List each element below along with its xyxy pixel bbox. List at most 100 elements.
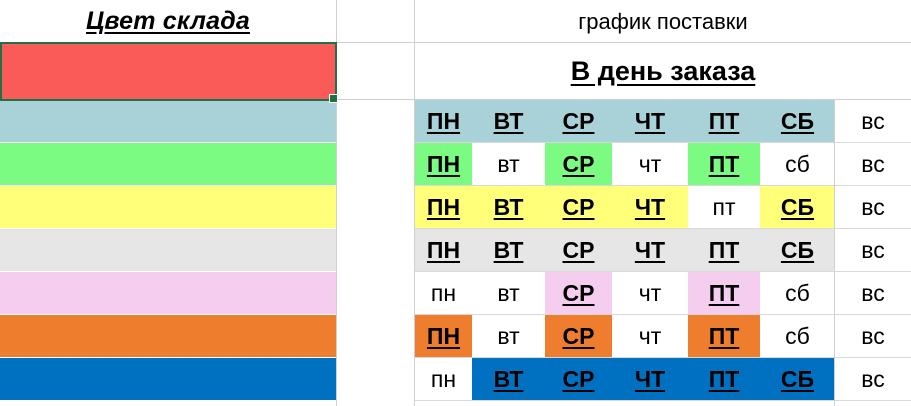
grid-line-horizontal bbox=[0, 42, 911, 43]
grid-line-horizontal bbox=[336, 99, 911, 100]
delivery-day-cell[interactable]: вс bbox=[835, 315, 911, 358]
delivery-day-cell[interactable]: СР bbox=[545, 143, 612, 186]
delivery-day-label: ПН bbox=[426, 236, 461, 263]
delivery-day-label: сб bbox=[785, 279, 810, 306]
delivery-day-cell[interactable]: вт bbox=[472, 315, 545, 358]
delivery-day-cell[interactable]: ПН bbox=[415, 100, 472, 143]
same-day-header: В день заказа bbox=[570, 56, 756, 86]
delivery-day-cell[interactable]: ВТ bbox=[472, 100, 545, 143]
delivery-day-cell[interactable]: ПТ bbox=[688, 100, 760, 143]
warehouse-color-swatch[interactable] bbox=[0, 229, 336, 272]
delivery-day-label: СР bbox=[562, 193, 595, 220]
delivery-day-label: ПН bbox=[426, 193, 461, 220]
warehouse-color-swatch[interactable] bbox=[0, 143, 336, 186]
selected-warehouse-swatch[interactable] bbox=[0, 43, 336, 100]
delivery-day-label: пн bbox=[430, 365, 457, 392]
delivery-day-label: ВТ bbox=[493, 236, 524, 263]
delivery-day-cell[interactable]: вс bbox=[835, 272, 911, 315]
delivery-day-cell[interactable]: СБ bbox=[760, 358, 835, 401]
delivery-day-label: СР bbox=[562, 279, 595, 306]
grid-line-vertical bbox=[336, 0, 337, 406]
delivery-day-cell[interactable]: сб bbox=[760, 143, 835, 186]
warehouse-color-swatch[interactable] bbox=[0, 358, 336, 401]
delivery-day-label: ПН bbox=[426, 107, 461, 134]
delivery-day-cell[interactable]: вс bbox=[835, 358, 911, 401]
delivery-day-label: пт bbox=[712, 193, 736, 220]
delivery-day-label: вс bbox=[861, 193, 885, 220]
delivery-day-cell[interactable]: ПТ bbox=[688, 272, 760, 315]
delivery-day-label: СБ bbox=[780, 365, 815, 392]
delivery-day-cell[interactable]: сб bbox=[760, 315, 835, 358]
delivery-day-cell[interactable]: чт bbox=[612, 143, 688, 186]
warehouse-color-swatch[interactable] bbox=[0, 100, 336, 143]
delivery-day-cell[interactable]: ЧТ bbox=[612, 186, 688, 229]
delivery-day-label: сб bbox=[785, 322, 810, 349]
delivery-day-label: пн bbox=[430, 279, 457, 306]
delivery-day-cell[interactable]: ПН bbox=[415, 229, 472, 272]
delivery-day-label: ЧТ bbox=[634, 236, 666, 263]
delivery-day-cell[interactable]: вт bbox=[472, 272, 545, 315]
delivery-day-label: СБ bbox=[780, 236, 815, 263]
delivery-day-cell[interactable]: вт bbox=[472, 143, 545, 186]
delivery-day-cell[interactable]: вс bbox=[835, 229, 911, 272]
grid-line-vertical bbox=[414, 0, 415, 406]
delivery-day-cell[interactable]: СР bbox=[545, 186, 612, 229]
warehouse-color-swatch[interactable] bbox=[0, 272, 336, 315]
delivery-day-label: вс bbox=[861, 279, 885, 306]
delivery-day-label: ПТ bbox=[708, 279, 740, 306]
delivery-day-cell[interactable]: СБ bbox=[760, 186, 835, 229]
delivery-day-cell[interactable]: пн bbox=[415, 358, 472, 401]
delivery-day-label: СБ bbox=[780, 107, 815, 134]
delivery-day-cell[interactable]: ПН bbox=[415, 143, 472, 186]
delivery-day-cell[interactable]: СР bbox=[545, 358, 612, 401]
delivery-day-cell[interactable]: ВТ bbox=[472, 229, 545, 272]
warehouse-color-swatch[interactable] bbox=[0, 186, 336, 229]
delivery-day-label: вс bbox=[861, 236, 885, 263]
delivery-day-cell[interactable]: ВТ bbox=[472, 358, 545, 401]
delivery-day-label: ПТ bbox=[708, 322, 740, 349]
delivery-day-cell[interactable]: ПТ bbox=[688, 315, 760, 358]
warehouse-color-swatch[interactable] bbox=[0, 315, 336, 358]
delivery-day-label: вс bbox=[861, 322, 885, 349]
delivery-day-cell[interactable]: ЧТ bbox=[612, 358, 688, 401]
delivery-day-cell[interactable]: СР bbox=[545, 272, 612, 315]
delivery-day-cell[interactable]: ПТ bbox=[688, 229, 760, 272]
delivery-day-label: СР bbox=[562, 322, 595, 349]
delivery-day-label: СР bbox=[562, 236, 595, 263]
delivery-day-label: вт bbox=[497, 322, 520, 349]
delivery-day-cell[interactable]: ПТ bbox=[688, 143, 760, 186]
delivery-day-label: ВТ bbox=[493, 193, 524, 220]
delivery-day-cell[interactable]: ЧТ bbox=[612, 229, 688, 272]
delivery-day-cell[interactable]: СР bbox=[545, 229, 612, 272]
delivery-day-cell[interactable]: пн bbox=[415, 272, 472, 315]
delivery-day-label: вс bbox=[861, 107, 885, 134]
delivery-day-label: СР bbox=[562, 150, 595, 177]
delivery-day-label: СБ bbox=[780, 193, 815, 220]
delivery-day-label: ПН bbox=[426, 150, 461, 177]
delivery-day-cell[interactable]: СБ bbox=[760, 100, 835, 143]
delivery-day-label: ПТ bbox=[708, 365, 740, 392]
delivery-day-label: ВТ bbox=[493, 365, 524, 392]
delivery-day-cell[interactable]: ПН bbox=[415, 186, 472, 229]
delivery-day-cell[interactable]: СР bbox=[545, 315, 612, 358]
delivery-day-cell[interactable]: пт bbox=[688, 186, 760, 229]
delivery-day-cell[interactable]: сб bbox=[760, 272, 835, 315]
delivery-day-label: ЧТ bbox=[634, 365, 666, 392]
delivery-day-label: ВТ bbox=[493, 107, 524, 134]
delivery-day-cell[interactable]: вс bbox=[835, 100, 911, 143]
delivery-day-cell[interactable]: ВТ bbox=[472, 186, 545, 229]
delivery-day-label: ПТ bbox=[708, 107, 740, 134]
delivery-day-label: СР bbox=[562, 365, 595, 392]
delivery-day-cell[interactable]: вс bbox=[835, 143, 911, 186]
delivery-day-cell[interactable]: чт bbox=[612, 315, 688, 358]
delivery-day-label: ПН bbox=[426, 322, 461, 349]
delivery-day-cell[interactable]: чт bbox=[612, 272, 688, 315]
delivery-day-cell[interactable]: ПН bbox=[415, 315, 472, 358]
delivery-day-cell[interactable]: ПТ bbox=[688, 358, 760, 401]
delivery-day-cell[interactable]: вс bbox=[835, 186, 911, 229]
delivery-day-cell[interactable]: СР bbox=[545, 100, 612, 143]
delivery-day-cell[interactable]: СБ bbox=[760, 229, 835, 272]
delivery-day-cell[interactable]: ЧТ bbox=[612, 100, 688, 143]
delivery-day-label: ПТ bbox=[708, 236, 740, 263]
fill-handle[interactable] bbox=[329, 94, 338, 103]
